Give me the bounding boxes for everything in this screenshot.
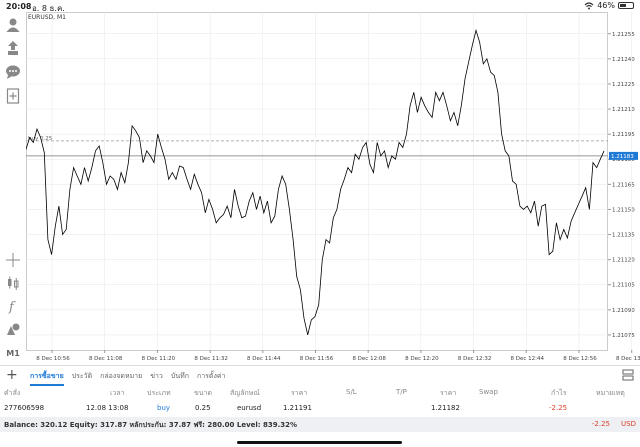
header-size: ขนาด: [194, 389, 213, 397]
cell-symbol: eurusd: [237, 404, 262, 412]
tab-1[interactable]: ประวัติ: [71, 372, 93, 380]
table-row[interactable]: 277606598 12.08 13:08 buy 0.25 eurusd 1.…: [0, 400, 640, 416]
current-price-tag: [609, 151, 638, 160]
x-tick-label: 8 Dec 12:20: [405, 356, 439, 362]
y-tick-label: 1.21090: [612, 308, 635, 314]
x-tick-label: 8 Dec 11:08: [89, 356, 123, 362]
chat-icon[interactable]: [4, 63, 22, 81]
toolbox-tabs: การซื้อขาย ประวัติ กล่องจดหมาย ข่าว บันทึก กา…: [30, 371, 225, 386]
header-price: ราคา: [440, 389, 457, 397]
status-date: อ. 8 ธ.ค.: [32, 4, 65, 13]
balance-currency: USD: [621, 420, 636, 428]
order-line-label: buy 0.25: [28, 136, 53, 142]
x-tick-label: 8 Dec 12:56: [563, 356, 597, 362]
header-tp: T/P: [396, 388, 407, 396]
balance-bar: Balance: 320.12 Equity: 317.87 หลักประกั…: [0, 417, 640, 432]
objects-icon[interactable]: [4, 320, 22, 338]
x-tick-label: 8 Dec 10:56: [36, 356, 70, 362]
chart-svg: 1.21255 1.21240 1.21225 1.21210 1.21195 1.211…: [26, 12, 640, 362]
balance-total-profit: -2.25: [591, 420, 610, 428]
header-profit: กำไร: [551, 389, 567, 397]
y-tick-label: 1.21120: [612, 258, 635, 264]
x-tick-label: 8 Dec 11:56: [300, 356, 334, 362]
header-time: เวลา: [110, 389, 125, 397]
tab-3[interactable]: ข่าว: [150, 372, 163, 380]
trade-table-header: คำสั่ง เวลา ประเภท ขนาด สัญลักษณ์ ราคา S…: [0, 386, 640, 399]
header-swap: Swap: [479, 388, 498, 396]
account-icon[interactable]: [4, 16, 22, 34]
transfer-icon[interactable]: [4, 39, 22, 57]
y-tick-label: 1.21195: [612, 132, 635, 138]
x-tick-label: 8 Dec 11:44: [247, 356, 281, 362]
add-icon[interactable]: +: [6, 367, 18, 383]
header-comment: หมายเหตุ: [596, 389, 625, 397]
cell-open-price: 1.21191: [283, 404, 312, 412]
y-tick-label: 1.21210: [612, 107, 635, 113]
header-sl: S/L: [346, 388, 357, 396]
indicator-icon[interactable]: f: [4, 297, 22, 315]
battery-icon: [618, 2, 634, 9]
candles-icon[interactable]: [4, 274, 22, 292]
x-tick-label: 8 Dec 12:32: [458, 356, 492, 362]
y-tick-label: 1.21225: [612, 82, 635, 88]
tab-5[interactable]: การตั้งค่า: [196, 372, 226, 380]
x-tick-label: 8 Dec 11:20: [142, 356, 176, 362]
y-tick-label: 1.21150: [612, 207, 635, 213]
y-tick-label: 1.21180: [612, 157, 635, 163]
chart-symbol-label: EURUSD, M1: [28, 14, 66, 21]
x-tick-label: 8 Dec 12:08: [352, 356, 386, 362]
y-tick-label: 1.21135: [612, 233, 635, 239]
header-order: คำสั่ง: [4, 389, 21, 397]
battery-percent: 46%: [597, 1, 615, 10]
y-tick-label: 1.21255: [612, 32, 635, 38]
wifi-icon: [584, 1, 594, 9]
new-order-icon[interactable]: [4, 87, 22, 105]
timeframe-button[interactable]: M1: [6, 348, 20, 358]
tab-0[interactable]: การซื้อขาย: [30, 371, 64, 386]
price-chart[interactable]: 1.21255 1.21240 1.21225 1.21210 1.21195 1.211…: [26, 12, 640, 364]
x-tick-label: 8 Dec 13:08: [616, 356, 640, 362]
header-symbol: สัญลักษณ์: [230, 389, 260, 397]
status-right: 46%: [584, 1, 634, 10]
x-tick-label: 8 Dec 12:44: [511, 356, 545, 362]
tab-2[interactable]: กล่องจดหมาย: [100, 372, 143, 380]
expand-icon[interactable]: [622, 369, 634, 381]
y-tick-label: 1.21105: [612, 283, 635, 289]
header-open-price: ราคา: [291, 389, 308, 397]
tab-4[interactable]: บันทึก: [170, 372, 189, 380]
svg-text:f: f: [8, 300, 16, 314]
cell-type: buy: [157, 404, 171, 412]
price-series-line: [26, 28, 605, 335]
left-toolbar: f M1: [0, 14, 26, 362]
cell-size: 0.25: [195, 404, 211, 412]
status-bar: 20:08 อ. 8 ธ.ค. 46%: [0, 0, 640, 14]
y-tick-label: 1.21165: [612, 182, 635, 188]
plot-frame: [26, 12, 608, 351]
balance-summary: Balance: 320.12 Equity: 317.87 หลักประกั…: [4, 421, 298, 429]
cell-order: 277606598: [4, 404, 45, 412]
y-tick-label: 1.21240: [612, 57, 635, 63]
x-tick-label: 8 Dec 11:32: [194, 356, 228, 362]
y-tick-label: 1.21075: [612, 333, 635, 339]
crosshair-icon[interactable]: [4, 251, 22, 269]
cell-price: 1.21182: [431, 404, 460, 412]
status-time: 20:08: [6, 2, 32, 11]
toolbox-tab-bar: + การซื้อขาย ประวัติ กล่องจดหมาย ข่าว บันทึก…: [0, 365, 640, 386]
current-price-label: 1.21183: [611, 154, 634, 160]
header-type: ประเภท: [147, 389, 171, 397]
cell-time: 12.08 13:08: [86, 404, 129, 412]
cell-profit: -2.25: [549, 404, 568, 412]
home-indicator: [237, 441, 402, 444]
